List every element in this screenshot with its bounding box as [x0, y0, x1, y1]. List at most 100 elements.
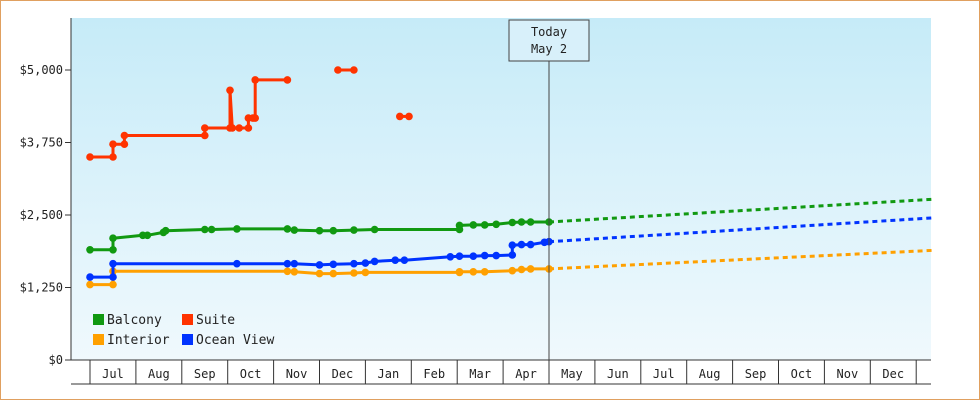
- ocean-view-point: [86, 273, 94, 281]
- legend-label-interior: Interior: [107, 333, 170, 348]
- ocean-view-point: [517, 240, 526, 249]
- suite-point: [228, 124, 237, 132]
- ocean-view-point: [446, 252, 455, 261]
- suite-point: [226, 86, 234, 95]
- x-tick-label: Oct: [791, 367, 813, 381]
- suite-point: [334, 66, 342, 74]
- plot-area: [71, 18, 931, 360]
- balcony-point: [109, 234, 117, 242]
- ocean-view-point: [492, 251, 501, 260]
- interior-forecast-line: [548, 248, 933, 271]
- x-tick-label: Jul: [653, 367, 675, 381]
- suite-point: [244, 124, 253, 132]
- ocean-view-point: [233, 259, 241, 268]
- ocean-view-point: [109, 259, 117, 268]
- balcony-point: [233, 225, 241, 233]
- suite-point: [109, 140, 117, 148]
- suite-point: [120, 140, 129, 148]
- balcony-point: [480, 221, 489, 229]
- interior-point: [315, 269, 324, 278]
- balcony-point: [315, 226, 324, 235]
- ocean-view-point: [350, 259, 358, 268]
- balcony-point: [143, 231, 152, 240]
- x-tick-label: Apr: [515, 367, 537, 381]
- ocean-view-point: [109, 273, 117, 281]
- x-tick-label: Jan: [378, 367, 400, 381]
- today-date: May 2: [531, 42, 567, 56]
- suite-point: [251, 114, 259, 122]
- ocean-view-point: [469, 252, 478, 260]
- suite-point: [283, 76, 292, 84]
- suite-point: [201, 131, 209, 140]
- legend-label-balcony: Balcony: [107, 313, 162, 328]
- x-tick-label: Dec: [332, 367, 354, 381]
- y-tick-label: $2,500: [20, 208, 63, 222]
- balcony-forecast-line: [548, 197, 933, 224]
- interior-point: [329, 269, 338, 278]
- x-tick-label: Nov: [837, 367, 859, 381]
- ocean-view-point: [315, 261, 324, 269]
- x-tick-label: Jun: [607, 367, 629, 381]
- ocean-view-point: [455, 252, 464, 260]
- x-tick-label: Aug: [699, 367, 721, 381]
- balcony-point: [350, 226, 358, 234]
- balcony-point: [109, 246, 117, 254]
- today-marker-box: [508, 19, 590, 62]
- legend-label-ocean-view: Ocean View: [196, 333, 274, 348]
- ocean-view-point: [361, 259, 370, 267]
- ocean-view-point: [370, 257, 379, 266]
- x-tick-label: Feb: [423, 367, 445, 381]
- ocean-view-point: [329, 260, 338, 269]
- y-tick-label: $1,250: [20, 281, 63, 295]
- suite-point: [235, 124, 243, 132]
- interior-point: [526, 265, 535, 273]
- ocean-view-forecast-line: [548, 216, 933, 244]
- balcony-point: [86, 246, 94, 254]
- legend-label-suite: Suite: [196, 313, 235, 328]
- x-tick-label: Aug: [148, 367, 170, 381]
- x-tick-label: Dec: [882, 367, 904, 381]
- interior-point: [480, 268, 489, 276]
- balcony-point: [492, 220, 501, 229]
- ocean-view-point: [480, 251, 489, 260]
- suite-point: [396, 112, 404, 121]
- x-tick-label: Oct: [240, 367, 262, 381]
- interior-point: [109, 280, 117, 289]
- balcony-point: [526, 218, 535, 226]
- suite-point: [201, 124, 209, 132]
- balcony-point: [517, 218, 526, 226]
- legend-swatch-ocean-view: [182, 334, 193, 345]
- ocean-view-point: [526, 240, 535, 249]
- y-tick-label: $5,000: [20, 63, 63, 77]
- balcony-point: [283, 225, 292, 233]
- ocean-view-point: [508, 251, 517, 259]
- legend-swatch-interior: [93, 334, 104, 345]
- suite-point: [350, 66, 358, 74]
- interior-point: [86, 280, 94, 289]
- x-tick-label: Mar: [469, 367, 491, 381]
- x-tick-label: Sep: [194, 367, 216, 381]
- x-tick-label: Nov: [286, 367, 308, 381]
- balcony-point: [290, 226, 299, 234]
- ocean-view-point: [283, 259, 292, 268]
- ocean-view-point: [400, 256, 409, 265]
- interior-point: [361, 268, 370, 277]
- y-tick-label: $3,750: [20, 136, 63, 150]
- balcony-point: [207, 225, 216, 234]
- x-tick-label: Jul: [102, 367, 124, 381]
- suite-point: [251, 76, 259, 84]
- legend-swatch-balcony: [93, 314, 104, 325]
- balcony-point: [469, 221, 478, 229]
- balcony-point: [329, 226, 338, 235]
- interior-point: [290, 268, 299, 276]
- interior-point: [517, 265, 526, 274]
- balcony-point: [370, 225, 379, 234]
- balcony-point: [455, 221, 464, 230]
- ocean-view-point: [290, 259, 299, 268]
- suite-point: [109, 153, 117, 161]
- x-tick-label: Sep: [745, 367, 767, 381]
- x-tick-label: May: [561, 367, 583, 381]
- legend-swatch-suite: [182, 314, 193, 325]
- interior-point: [283, 267, 292, 276]
